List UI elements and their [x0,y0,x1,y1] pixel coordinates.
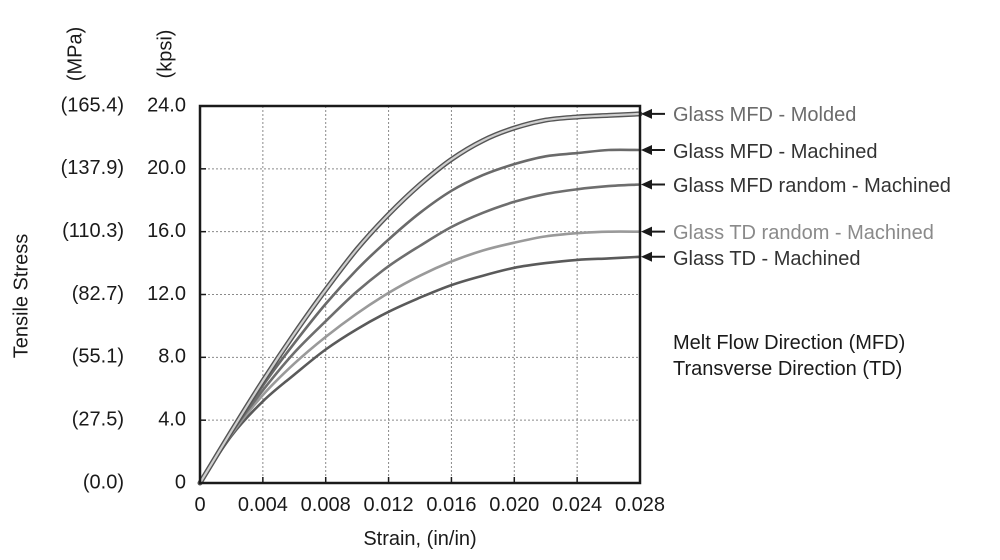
y-tick-label-kpsi: 8.0 [158,346,186,368]
y-tick-label-kpsi: 20.0 [147,157,186,179]
y-tick-label-mpa: (27.5) [72,408,124,430]
x-tick-label: 0.004 [238,494,288,516]
x-tick-label: 0.020 [489,494,539,516]
y-unit-mpa-label: (MPa) [64,27,86,81]
series-label: Glass MFD random - Machined [673,175,951,197]
x-tick-label: 0.016 [426,494,476,516]
series-label: Glass TD random - Machined [673,222,934,244]
series-curves [197,111,643,486]
y-tick-label-mpa: (0.0) [83,471,124,493]
series-labels: Glass MFD - Molded Glass MFD - Machined Gl… [641,104,951,270]
label-arrow-head [641,179,652,190]
y-tick-label-kpsi: 0 [175,471,186,493]
x-tick-label: 0.012 [364,494,414,516]
x-tick-label: 0.028 [615,494,665,516]
x-tick-label: 0.008 [301,494,351,516]
series-line [198,230,642,485]
grid-lines [200,106,640,483]
series-line [198,183,642,485]
x-axis-title: Strain, (in/in) [363,528,476,550]
label-arrow-head [641,226,652,237]
annotation-td: Transverse Direction (TD) [673,358,902,380]
label-arrow-head [641,108,652,119]
y-tick-label-mpa: (137.9) [61,157,124,179]
series-label: Glass MFD - Molded [673,104,856,126]
label-arrow-head [641,144,652,155]
y-tick-label-mpa: (110.3) [62,220,124,242]
series-line [198,255,642,485]
y-tick-label-mpa: (55.1) [72,346,124,368]
y-tick-label-mpa: (165.4) [61,94,124,116]
y-tick-label-mpa: (82.7) [72,283,124,305]
x-tick-label: 0 [194,494,205,516]
y-tick-label-kpsi: 16.0 [147,220,186,242]
y-unit-kpsi-label: (kpsi) [154,30,176,79]
y-axis-title: Tensile Stress [10,234,32,359]
y-tick-label-kpsi: 12.0 [147,283,186,305]
series-line [198,148,642,485]
y-tick-label-kpsi: 24.0 [147,94,186,116]
x-axis-ticks: 0 0.004 0.008 0.012 0.016 0.020 0.024 0.028 [194,477,665,516]
series-label: Glass TD - Machined [673,248,860,270]
label-arrow-head [641,251,652,262]
series-label: Glass MFD - Machined [673,141,878,163]
y-tick-label-kpsi: 4.0 [158,408,186,430]
series-line [198,112,642,485]
y-axis-ticks: 0 (0.0) 4.0 (27.5) 8.0 (55.1) 12.0 (82.7) 16.0 (1… [61,94,206,493]
annotation-mfd: Melt Flow Direction (MFD) [673,332,905,354]
x-tick-label: 0.024 [552,494,602,516]
